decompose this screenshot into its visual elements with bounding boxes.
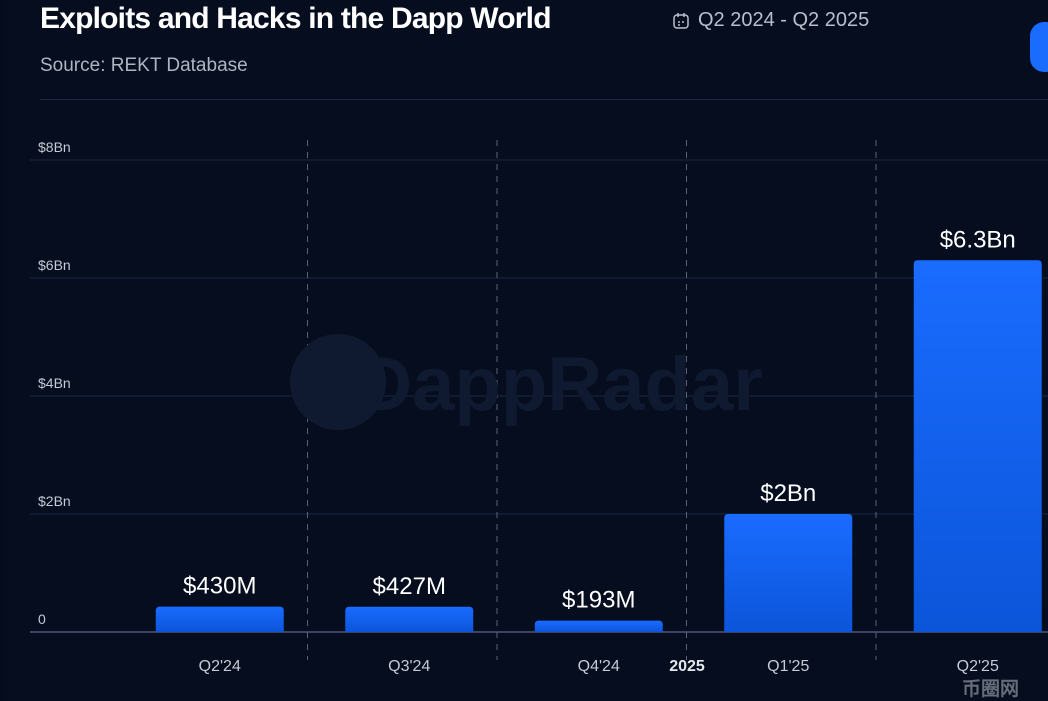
date-range-text: Q2 2024 - Q2 2025 — [698, 9, 870, 31]
watermark-dappradar: DappRadar — [357, 342, 762, 427]
data-label: $430M — [183, 573, 256, 600]
y-tick-label: 0 — [38, 611, 46, 627]
y-tick-label: $4Bn — [38, 375, 71, 391]
year-annotation: 2025 — [669, 658, 705, 675]
chart-subtitle: Source: REKT Database — [40, 55, 248, 76]
calendar-icon — [673, 12, 689, 29]
dappradar-logo-icon — [1030, 22, 1048, 72]
data-label: $193M — [562, 587, 635, 614]
x-tick-label: Q4'24 — [578, 658, 620, 675]
x-tick-label: Q1'25 — [767, 658, 809, 675]
x-tick-label: Q2'25 — [957, 658, 999, 675]
x-tick-label: Q2'24 — [199, 658, 241, 675]
x-tick-label: Q3'24 — [388, 658, 430, 675]
data-label: $6.3Bn — [940, 226, 1016, 253]
bar-Q3'24 — [345, 606, 474, 632]
chart-title: Exploits and Hacks in the Dapp World — [40, 2, 552, 35]
watermark-corner: 币圈网 — [962, 679, 1020, 700]
bar-Q4'24 — [534, 620, 663, 632]
bar-Q2'25 — [913, 260, 1042, 632]
watermark-logo-icon — [290, 334, 386, 430]
bar-Q1'25 — [724, 514, 853, 632]
data-label: $2Bn — [760, 480, 816, 507]
y-tick-label: $2Bn — [38, 493, 71, 509]
bar-Q2'24 — [155, 606, 284, 632]
header-divider — [40, 99, 1048, 100]
data-label: $427M — [373, 573, 446, 600]
date-range: Q2 2024 - Q2 2025 — [672, 9, 869, 32]
chart-frame — [4, 0, 1048, 701]
y-tick-label: $6Bn — [38, 257, 71, 273]
y-tick-label: $8Bn — [38, 139, 71, 155]
